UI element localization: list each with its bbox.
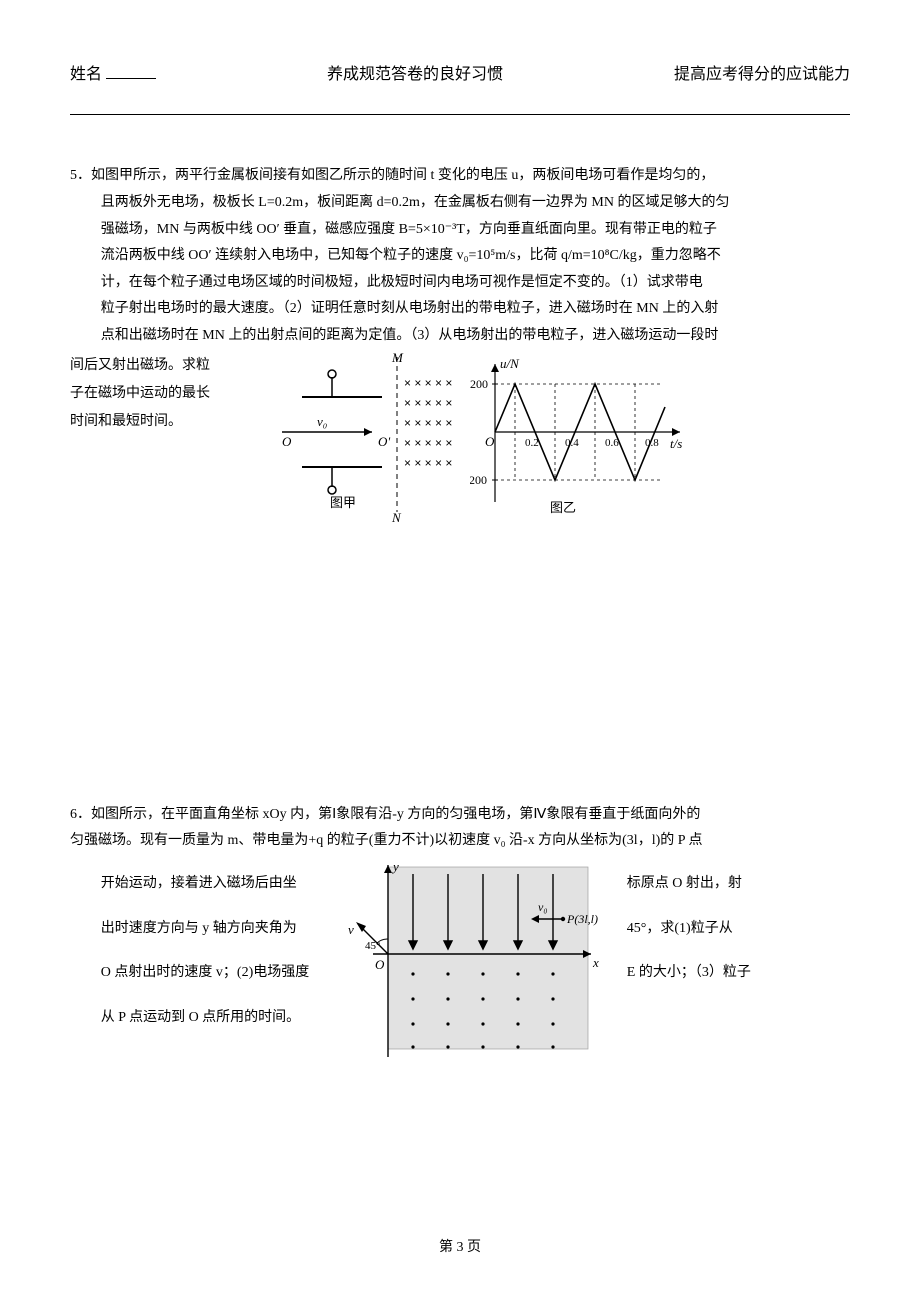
- svg-text:M: M: [391, 352, 404, 365]
- page-footer: 第 3 页: [0, 1235, 920, 1262]
- svg-text:-200: -200: [470, 473, 487, 487]
- svg-text:v₀: v₀: [538, 900, 548, 914]
- svg-text:图乙: 图乙: [550, 500, 576, 515]
- p6-left2: 出时速度方向与 y 轴方向夹角为: [101, 914, 321, 945]
- p5-tail2: 子在磁场中运动的最长: [70, 380, 240, 408]
- svg-text:O: O: [282, 434, 292, 449]
- p5-line2: 且两板外无电场，极板长 L=0.2m，板间距离 d=0.2m，在金属板右侧有一边…: [101, 190, 850, 217]
- p5-line5: 计，在每个粒子通过电场区域的时间极短，此极短时间内电场可视作是恒定不变的。（1）…: [101, 270, 850, 297]
- p6-left1: 开始运动，接着进入磁场后由坐: [101, 869, 321, 900]
- header-center-text: 养成规范答卷的良好习惯: [156, 60, 674, 90]
- figure-problem6: x y O: [333, 859, 603, 1059]
- svg-text:O: O: [485, 434, 495, 449]
- header-divider: [70, 114, 850, 115]
- name-label: 姓名: [70, 60, 102, 90]
- svg-text:v₀: v₀: [317, 414, 327, 429]
- svg-text:200: 200: [470, 377, 488, 391]
- svg-text:× × × × × ×: × × × × × ×: [404, 436, 452, 450]
- figure-jia: O O' v₀ M N × × × × × × × × × × × × × × …: [252, 352, 452, 522]
- svg-text:N: N: [391, 510, 402, 522]
- svg-text:× × × × × ×: × × × × × ×: [404, 416, 452, 430]
- p5-line7: 点和出磁场时在 MN 上的出射点间的距离为定值。（3）从电场射出的带电粒子，进入…: [101, 323, 850, 350]
- p6-right3: E 的大小；（3）粒子: [627, 958, 777, 989]
- p5-line6: 粒子射出电场时的最大速度。（2）证明任意时刻从电场射出的带电粒子，进入磁场时在 …: [101, 296, 850, 323]
- svg-text:× × × × × ×: × × × × × ×: [404, 456, 452, 470]
- problem-6: 6．如图所示，在平面直角坐标 xOy 内，第Ⅰ象限有沿-y 方向的匀强电场，第Ⅳ…: [70, 802, 850, 1059]
- problem-6-number: 6．: [70, 807, 91, 822]
- p6-line1: 如图所示，在平面直角坐标 xOy 内，第Ⅰ象限有沿-y 方向的匀强电场，第Ⅳ象限…: [91, 807, 700, 822]
- figure-yi: u/N t/s O 200 -200 0.2: [470, 352, 690, 522]
- header-right-text: 提高应考得分的应试能力: [674, 60, 850, 90]
- problem-5-number: 5．: [70, 168, 91, 183]
- svg-text:y: y: [391, 859, 399, 874]
- svg-text:O': O': [378, 434, 390, 449]
- svg-text:t/s: t/s: [670, 436, 682, 451]
- problem-5: 5．如图甲所示，两平行金属板间接有如图乙所示的随时间 t 变化的电压 u，两板间…: [70, 163, 850, 521]
- svg-text:0.2: 0.2: [525, 437, 539, 449]
- svg-text:v: v: [348, 922, 354, 937]
- p6-left4: 从 P 点运动到 O 点所用的时间。: [101, 1003, 321, 1034]
- svg-text:× × × × × ×: × × × × × ×: [404, 396, 452, 410]
- p5-line3: 强磁场，MN 与两板中线 OO′ 垂直，磁感应强度 B=5×10⁻³T，方向垂直…: [101, 217, 850, 244]
- svg-text:x: x: [592, 955, 599, 970]
- p6-line2: 匀强磁场。现有一质量为 m、带电量为+q 的粒子(重力不计)以初速度 v₀ 沿-…: [70, 828, 850, 855]
- svg-text:45°: 45°: [365, 940, 380, 952]
- name-blank: [106, 78, 156, 79]
- p5-line4: 流沿两板中线 OO′ 连续射入电场中，已知每个粒子的速度 v₀=10⁵m/s，比…: [101, 243, 850, 270]
- p6-left3: O 点射出时的速度 v；(2)电场强度: [101, 958, 321, 989]
- svg-text:图甲: 图甲: [330, 495, 356, 510]
- svg-text:× × × × × ×: × × × × × ×: [404, 376, 452, 390]
- p6-right1: 标原点 O 射出，射: [627, 869, 777, 900]
- svg-text:P(3l,l): P(3l,l): [566, 912, 598, 926]
- p6-right2: 45°，求(1)粒子从: [627, 914, 777, 945]
- p5-tail3: 时间和最短时间。: [70, 408, 240, 436]
- p5-line1: 如图甲所示，两平行金属板间接有如图乙所示的随时间 t 变化的电压 u，两板间电场…: [91, 168, 714, 183]
- svg-text:O: O: [375, 957, 385, 972]
- p5-tail1: 间后又射出磁场。求粒: [70, 352, 240, 380]
- svg-text:u/N: u/N: [500, 356, 520, 371]
